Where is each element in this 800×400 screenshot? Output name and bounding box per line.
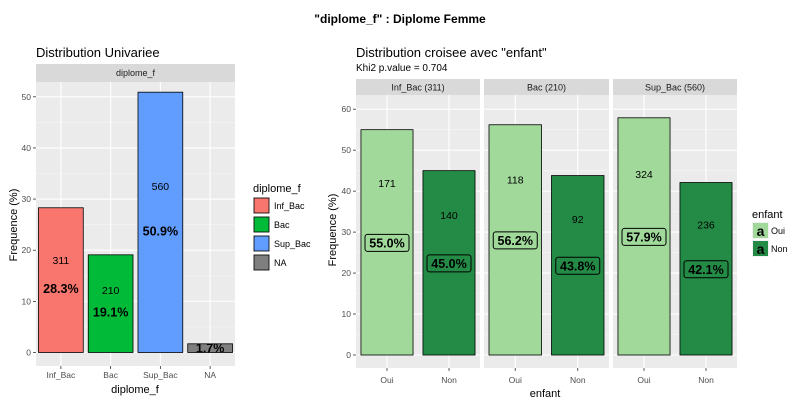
right-y-tick-label: 60 [342,104,352,114]
right-y-tick-label: 40 [342,186,352,196]
left-x-tick-label: NA [204,370,216,380]
right-bar-count-label: 118 [507,174,524,186]
left-y-axis-label: Frequence (%) [8,189,20,262]
left-x-axis-label: diplome_f [111,384,160,396]
right-bar-percent-label: 56.2% [498,234,533,248]
right-x-axis-label: enfant [530,388,561,400]
right-bar-percent-label: 55.0% [369,236,404,250]
left-legend-label: Inf_Bac [274,201,305,211]
right-bar-count-label: 236 [697,219,715,231]
left-bar-percent-label: 28.3% [43,282,78,296]
right-legend-label: Non [771,244,788,254]
left-y-tick-label: 30 [22,194,32,204]
right-x-tick-label: Non [441,375,457,385]
right-facet-strip [484,79,609,95]
left-legend-key [253,197,270,214]
right-y-axis-label: Frequence (%) [327,194,339,267]
page-title: "diplome_f" : Diplome Femme [314,12,486,26]
left-bar [38,207,84,353]
right-legend-label: Oui [771,226,785,236]
right-bar-percent-box [621,227,667,246]
left-legend-key [253,216,270,233]
right-bar-count-label: 324 [635,169,653,181]
left-bar-count-label: 311 [53,255,70,267]
right-bar-percent-box [555,256,601,275]
left-y-tick-label: 0 [26,348,31,358]
left-bar [187,343,233,353]
left-legend-label: Bac [274,220,290,230]
left-y-tick-label: 40 [22,143,32,153]
left-plot: diplome_f 0 10 20 30 40 50 311 28.3% Inf_Bac 210 19… [22,64,235,380]
right-bar-count-label: 140 [440,210,458,222]
right-x-tick-label: Non [570,375,586,385]
right-plot: Inf_Bac (311) 171 55.0% Oui 140 45.0% Non Bac (… [342,79,737,385]
left-bar-percent-label: 1.7% [196,342,225,356]
right-chart-subtitle: Khi2 p.value = 0.704 [356,63,448,74]
right-y-tick-label: 20 [342,268,352,278]
left-bar-percent-label: 19.1% [93,306,128,320]
right-legend-key-glyph: a [757,223,765,239]
right-chart-title: Distribution croisee avec "enfant" [356,45,547,60]
right-x-tick-label: Oui [509,375,522,385]
right-y-tick-label: 50 [342,145,352,155]
right-facet-label: Sup_Bac (560) [645,83,705,93]
right-facet-label: Bac (210) [527,83,566,93]
left-bar-count-label: 210 [102,285,120,297]
right-y-tick-label: 30 [342,227,352,237]
right-bar-percent-label: 57.9% [626,230,661,244]
right-bar-percent-box [683,260,729,279]
left-y-tick-label: 20 [22,245,32,255]
left-bar-count-label: 560 [152,181,170,193]
right-bar-count-label: 171 [378,178,396,190]
right-x-tick-label: Oui [380,375,393,385]
left-bar-percent-label: 50.9% [143,224,178,238]
right-legend-key [753,241,768,256]
left-bar [87,254,134,353]
left-y-tick-label: 10 [22,296,32,306]
right-facet-label: Inf_Bac (311) [391,83,444,93]
left-legend-label: Sup_Bac [274,239,311,249]
right-legend-key [753,223,768,238]
right-bar-percent-box [426,254,472,273]
left-bar [137,91,184,353]
left-legend: Inf_Bac Bac Sup_Bac NA [253,197,311,271]
left-legend-label: NA [274,258,287,268]
left-legend-title: diplome_f [253,183,302,195]
right-bar-percent-label: 45.0% [431,257,466,271]
left-facet-label: diplome_f [116,68,156,78]
right-bar-percent-label: 43.8% [560,259,595,273]
left-facet-strip [36,64,235,82]
right-bar-percent-label: 42.1% [688,263,723,277]
left-legend-key [253,254,270,271]
right-x-tick-label: Non [698,375,714,385]
left-x-tick-label: Inf_Bac [46,370,76,380]
right-facet-strip [356,79,480,95]
right-legend-key-glyph: a [757,241,765,257]
right-legend-title: enfant [752,209,783,221]
right-bar-percent-box [364,233,410,252]
left-x-tick-label: Bac [103,370,118,380]
right-facet-strip [613,79,737,95]
right-bar-count-label: 92 [572,214,584,226]
right-y-tick-label: 10 [342,309,352,319]
left-legend-key [253,235,270,252]
left-x-tick-label: Sup_Bac [143,370,178,380]
left-chart-title: Distribution Univariee [36,45,160,60]
right-bar-percent-box [492,231,538,250]
right-x-tick-label: Oui [637,375,650,385]
left-y-tick-label: 50 [22,92,32,102]
right-y-tick-label: 0 [346,350,351,360]
